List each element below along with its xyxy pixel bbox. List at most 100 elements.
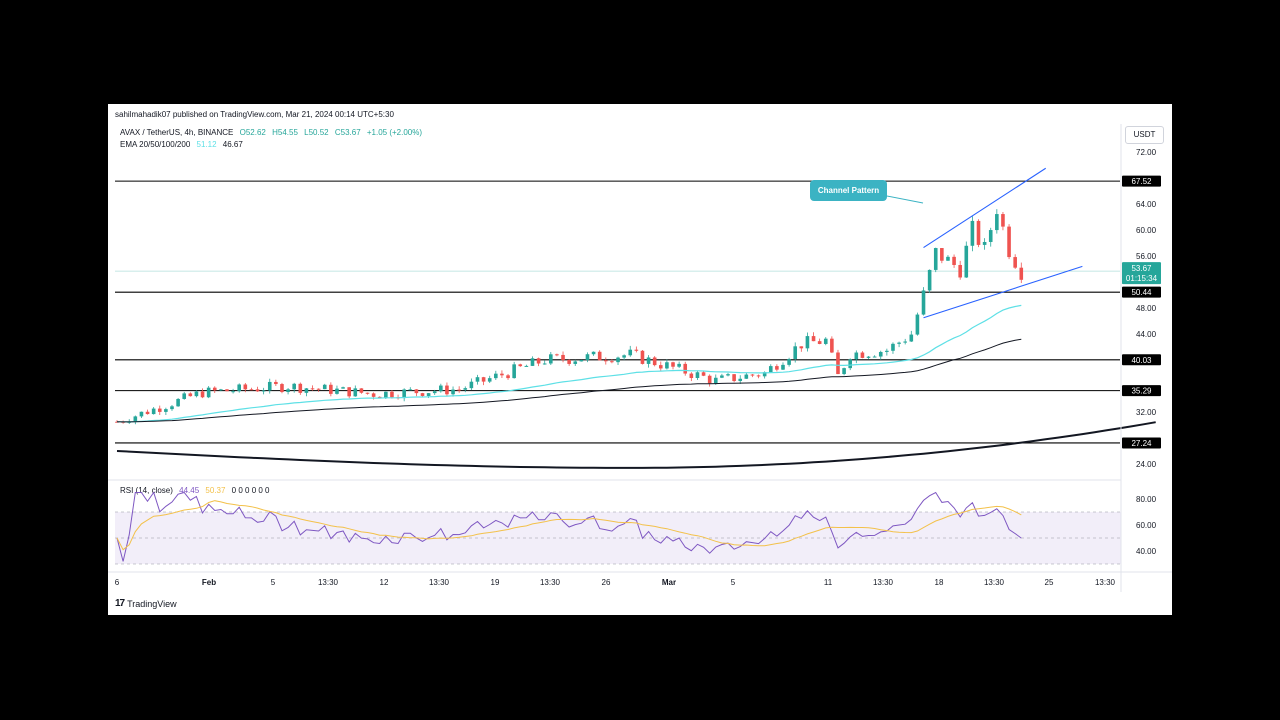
candle-body (658, 365, 663, 369)
tradingview-logo: 17 TradingView (115, 598, 177, 609)
candle-body (976, 220, 981, 245)
current-price-tag (1122, 262, 1161, 285)
candle-body (457, 389, 461, 391)
level-tag (1122, 385, 1161, 397)
candle-body (683, 363, 688, 374)
candle-body (671, 362, 675, 367)
candle-body (292, 383, 296, 390)
candle-body (1007, 226, 1011, 258)
candle-body (1013, 257, 1017, 268)
candle-body (567, 359, 571, 364)
candle-body (781, 364, 785, 370)
candle-body (744, 374, 749, 379)
candle-body (604, 360, 608, 362)
candle-body (359, 388, 364, 393)
candle-body (573, 361, 578, 364)
time-axis-tick: 12 (380, 578, 389, 587)
candle-body (842, 368, 846, 375)
price-axis-tick: 44.00 (1136, 330, 1157, 339)
symbol-name[interactable]: AVAX / TetherUS, 4h, BINANCE (120, 128, 234, 137)
candle-body (891, 343, 895, 351)
candle-body (542, 363, 547, 365)
candle-body (506, 375, 510, 379)
level-label: 40.03 (1131, 356, 1152, 365)
time-axis-tick: 5 (731, 578, 736, 587)
candle-body (536, 358, 541, 364)
level-label: 67.52 (1131, 177, 1152, 186)
candle-body (738, 378, 743, 381)
price-axis-tick: 64.00 (1136, 200, 1157, 209)
candle-body (750, 374, 755, 376)
candle-body (1001, 214, 1005, 227)
candle-body (866, 356, 871, 358)
candle-body (616, 357, 620, 363)
candle-body (830, 338, 834, 353)
candle-body (219, 389, 223, 391)
ema-label[interactable]: EMA 20/50/100/200 (120, 140, 191, 149)
candle-body (304, 388, 309, 393)
candle-body (518, 364, 523, 367)
candle-body (982, 241, 987, 245)
candle-body (432, 391, 437, 394)
candle-body (836, 352, 840, 375)
channel-pattern-callout[interactable]: Channel Pattern (810, 180, 887, 201)
candle-body (610, 361, 614, 363)
candle-body (848, 359, 852, 369)
candle-body (377, 396, 382, 398)
price-chart[interactable]: 72.00 64.00 60.00 56.00 48.00 44.00 32.00 24.00… (108, 104, 1172, 615)
candle-body (628, 349, 633, 356)
candle-body (805, 336, 810, 349)
candle-body (426, 393, 431, 396)
level-label: 35.29 (1131, 387, 1152, 396)
candle-body (591, 351, 596, 355)
level-label: 27.24 (1131, 439, 1152, 448)
time-axis-tick: 13:30 (318, 578, 339, 587)
candle-body (402, 389, 406, 399)
candle-body (341, 387, 345, 389)
candle-body (823, 338, 828, 344)
candle-body (665, 362, 669, 369)
candle-body (561, 354, 565, 360)
candle-body (481, 377, 486, 382)
candle-body (817, 341, 822, 344)
time-axis-tick: 25 (1045, 578, 1054, 587)
chart-frame: sahilmahadik07 published on TradingView.… (108, 104, 1172, 615)
candle-body (921, 290, 926, 315)
time-axis-tick: 13:30 (429, 578, 450, 587)
level-tag (1122, 286, 1161, 298)
rsi-axis-tick: 80.00 (1136, 495, 1157, 504)
candle-body (677, 363, 681, 367)
candle-body (854, 352, 859, 360)
ema-fast-line (116, 304, 1022, 423)
candle-body (689, 373, 694, 379)
candle-body (322, 384, 327, 390)
candle-body (267, 381, 272, 391)
ohlc-open: O52.62 (239, 128, 266, 137)
candle-body (646, 357, 651, 364)
candle-body (335, 388, 339, 394)
price-axis-tick: 56.00 (1136, 252, 1157, 261)
candle-body (640, 350, 645, 364)
current-price-label: 53.67 (1131, 264, 1152, 273)
candle-body (451, 389, 455, 395)
rsi-axis-tick: 40.00 (1136, 547, 1157, 556)
candle-body (775, 366, 779, 370)
candle-body (872, 356, 877, 358)
time-axis-tick: 11 (824, 578, 833, 587)
candle-body (194, 391, 199, 397)
candle-body (487, 378, 492, 382)
rsi-label[interactable]: RSI (14, close) (120, 486, 173, 495)
candle-body (933, 248, 938, 270)
candle-body (958, 264, 962, 278)
candle-body (634, 349, 639, 351)
candle-body (787, 358, 791, 365)
price-axis-tick: 60.00 (1136, 226, 1157, 235)
publisher-line: sahilmahadik07 published on TradingView.… (115, 110, 394, 119)
candle-body (274, 381, 278, 385)
time-axis-tick: 13:30 (1095, 578, 1116, 587)
candle-body (170, 406, 174, 410)
currency-selector[interactable]: USDT (1125, 126, 1164, 144)
candle-body (475, 377, 480, 382)
candle-body (231, 391, 235, 393)
candle-body (1019, 267, 1024, 280)
